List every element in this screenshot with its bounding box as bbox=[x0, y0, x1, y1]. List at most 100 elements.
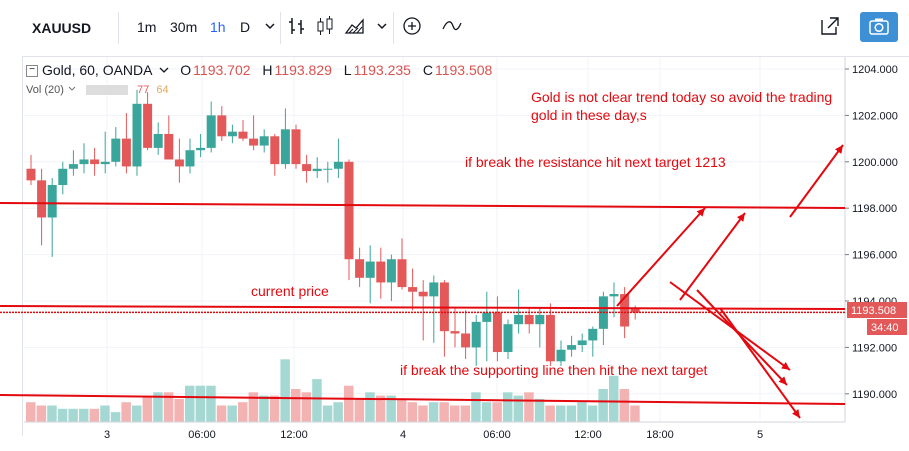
volume-bars bbox=[26, 359, 640, 422]
target-arrow bbox=[719, 307, 801, 419]
volume-bar bbox=[513, 395, 524, 422]
volume-bar bbox=[397, 398, 407, 422]
volume-bar bbox=[365, 392, 375, 422]
volume-bar bbox=[121, 402, 131, 422]
volume-bar bbox=[79, 408, 89, 422]
volume-bar bbox=[577, 402, 587, 422]
snapshot-button[interactable] bbox=[860, 12, 898, 42]
price-tick-label: 1198.000 bbox=[852, 203, 897, 215]
candle-body bbox=[121, 138, 131, 167]
candles-style-icon[interactable] bbox=[313, 14, 337, 38]
candle-body bbox=[333, 161, 343, 169]
volume-bar bbox=[206, 385, 216, 422]
volume-bar bbox=[195, 385, 206, 422]
target-arrow-head bbox=[778, 376, 787, 385]
volume-bar bbox=[471, 392, 481, 422]
volume-bar bbox=[26, 402, 36, 422]
candle-body bbox=[227, 131, 237, 137]
volume-settings-icons[interactable] bbox=[86, 85, 129, 96]
symbol-label[interactable]: XAUUSD bbox=[32, 20, 92, 36]
target-arrow-head bbox=[781, 362, 790, 370]
volume-bar bbox=[142, 395, 153, 422]
volume-bar bbox=[100, 405, 110, 422]
volume-bar bbox=[460, 405, 471, 422]
candle-body bbox=[90, 159, 100, 165]
chevron-down-icon[interactable] bbox=[370, 14, 394, 38]
compare-icon[interactable] bbox=[440, 14, 464, 38]
interval-1h-button[interactable]: 1h bbox=[210, 19, 226, 35]
add-indicator-icon[interactable] bbox=[400, 14, 424, 38]
legend-l-label: L bbox=[343, 62, 352, 78]
chevron-down-icon[interactable] bbox=[158, 65, 170, 75]
candle-body bbox=[164, 133, 174, 160]
candle-body bbox=[302, 164, 312, 172]
interval-d-button[interactable]: D bbox=[240, 19, 251, 35]
candle-body bbox=[365, 261, 375, 278]
volume-value: 77 bbox=[137, 84, 150, 96]
current-price-badge-text: 1193.508 bbox=[851, 305, 896, 317]
chevron-down-icon[interactable] bbox=[258, 14, 282, 38]
candle-body bbox=[620, 294, 630, 327]
candles bbox=[26, 89, 640, 366]
candle-body bbox=[132, 103, 142, 167]
volume-bar bbox=[36, 405, 47, 422]
interval-1m-button[interactable]: 1m bbox=[137, 19, 157, 35]
price-badges: 1193.508 34:40 bbox=[847, 302, 907, 335]
time-tick-label: 18:00 bbox=[646, 429, 674, 441]
volume-bar bbox=[259, 395, 269, 422]
target-arrow bbox=[616, 207, 706, 307]
candle-body bbox=[630, 307, 640, 313]
time-tick-label: 06:00 bbox=[188, 429, 216, 441]
volume-bar bbox=[407, 402, 418, 422]
volume-label: Vol (20) bbox=[26, 84, 64, 96]
target-arrow-head bbox=[835, 145, 843, 154]
candle-body bbox=[535, 314, 545, 325]
volume-bar bbox=[301, 392, 312, 422]
volume-bar bbox=[545, 405, 555, 422]
candle-body bbox=[259, 136, 269, 146]
volume-bar bbox=[450, 405, 460, 422]
candle-body bbox=[26, 168, 36, 181]
candle-body bbox=[567, 345, 577, 350]
legend-close: 1193.508 bbox=[434, 62, 493, 78]
candle-body bbox=[503, 324, 513, 353]
interval-30m-button[interactable]: 30m bbox=[170, 19, 198, 35]
area-style-icon[interactable] bbox=[343, 14, 367, 38]
time-tick-label: 06:00 bbox=[483, 429, 511, 441]
candle-body bbox=[185, 150, 195, 167]
target-arrow bbox=[789, 144, 844, 218]
target-arrow-head bbox=[792, 409, 800, 418]
annotation-current-price: current price bbox=[251, 283, 329, 299]
candle-body bbox=[111, 138, 121, 162]
price-tick-label: 1192.000 bbox=[852, 342, 897, 354]
support-line bbox=[0, 394, 846, 405]
price-tick-label: 1196.000 bbox=[852, 250, 897, 262]
volume-bar bbox=[47, 405, 57, 422]
volume-bar bbox=[132, 405, 142, 422]
volume-bar bbox=[280, 359, 290, 422]
time-tick-label: 12:00 bbox=[574, 429, 602, 441]
volume-bar bbox=[174, 398, 184, 422]
volume-legend: Vol (20) 77 64 bbox=[26, 84, 169, 96]
chart-legend: − Gold, 60, OANDA O 1193.702 H 1193.829 L 11… bbox=[26, 62, 494, 78]
candle-body bbox=[429, 282, 439, 297]
volume-bar bbox=[587, 405, 598, 422]
legend-collapse-icon[interactable]: − bbox=[26, 65, 38, 78]
time-tick-label: 5 bbox=[757, 429, 763, 441]
volume-bar bbox=[428, 402, 439, 422]
bar-style-icon[interactable] bbox=[285, 14, 309, 38]
resistance-line bbox=[0, 202, 846, 209]
candle-body bbox=[556, 349, 566, 362]
chevron-down-icon[interactable] bbox=[67, 85, 77, 93]
candle-body bbox=[47, 185, 57, 218]
candle-body bbox=[196, 147, 206, 151]
annotation-no-trend: Gold is not clear trend today so avoid t… bbox=[531, 89, 833, 105]
time-tick-label: 4 bbox=[400, 429, 406, 441]
candle-body bbox=[217, 115, 227, 137]
volume-bar bbox=[481, 402, 492, 422]
candle-body bbox=[482, 312, 492, 322]
popout-icon[interactable] bbox=[818, 14, 842, 38]
volume-bar bbox=[248, 392, 259, 422]
candle-body bbox=[312, 168, 322, 172]
